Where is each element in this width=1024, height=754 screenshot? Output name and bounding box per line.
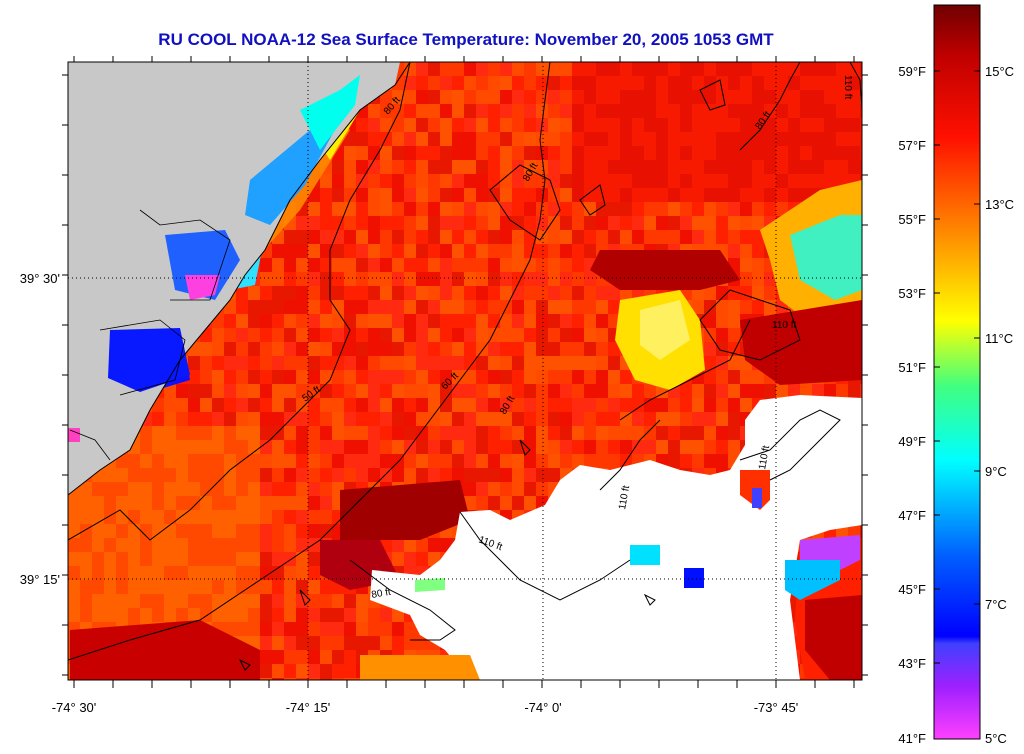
great-bay-water bbox=[165, 230, 240, 300]
bathymetry-contours bbox=[68, 62, 862, 671]
fahrenheit-label: 47°F bbox=[898, 508, 926, 523]
celsius-label: 7°C bbox=[985, 597, 1007, 612]
cloud-edge-blue bbox=[684, 568, 704, 588]
cloud-cover bbox=[370, 395, 862, 680]
longitude-label: -74° 15' bbox=[286, 700, 331, 715]
southeast-cool-strip bbox=[785, 560, 840, 600]
dark-red-south bbox=[340, 480, 470, 540]
map-plot-area bbox=[68, 62, 862, 680]
south-orange-edge bbox=[360, 655, 480, 680]
fahrenheit-scale: 59°F 57°F 55°F 53°F 51°F 49°F 47°F 45°F … bbox=[898, 64, 926, 746]
inlet-cold-spot bbox=[68, 428, 80, 442]
warm-yellow-core bbox=[640, 300, 690, 360]
fahrenheit-label: 51°F bbox=[898, 360, 926, 375]
southeast-dark-red bbox=[805, 595, 862, 680]
dark-red-southwest bbox=[70, 620, 260, 680]
marsh-outline bbox=[69, 209, 231, 461]
fahrenheit-label: 49°F bbox=[898, 434, 926, 449]
contour-label: 110 ft bbox=[842, 75, 853, 99]
map-frame bbox=[67, 61, 863, 681]
contour-label: 80 ft bbox=[371, 587, 392, 601]
contour-label: 110 ft bbox=[772, 320, 796, 331]
celsius-label: 5°C bbox=[985, 731, 1007, 746]
celsius-label: 11°C bbox=[985, 331, 1013, 346]
dark-red-band bbox=[590, 250, 740, 290]
longitude-label: -74° 0' bbox=[524, 700, 561, 715]
contour-label: 110 ft bbox=[617, 484, 632, 510]
celsius-scale: 15°C 13°C 11°C 9°C 7°C 5°C bbox=[985, 64, 1014, 746]
fahrenheit-label: 53°F bbox=[898, 286, 926, 301]
temperature-colorbar bbox=[933, 4, 981, 740]
map-title: RU COOL NOAA-12 Sea Surface Temperature:… bbox=[158, 30, 774, 49]
celsius-label: 15°C bbox=[985, 64, 1014, 79]
great-bay-cold-spot bbox=[185, 275, 220, 300]
fahrenheit-label: 41°F bbox=[898, 731, 926, 746]
fahrenheit-label: 55°F bbox=[898, 212, 926, 227]
cloud-edge-green bbox=[415, 578, 445, 592]
celsius-label: 9°C bbox=[985, 464, 1007, 479]
barnegat-water bbox=[300, 75, 360, 150]
celsius-label: 13°C bbox=[985, 197, 1014, 212]
longitude-label: -73° 45' bbox=[754, 700, 799, 715]
cloud-edge-cyan bbox=[630, 545, 660, 565]
east-cool-patch bbox=[790, 215, 862, 300]
back-bay-water bbox=[245, 120, 340, 225]
latitude-label: 39° 30' bbox=[20, 271, 60, 286]
latitude-label: 39° 15' bbox=[20, 572, 60, 587]
longitude-label: -74° 30' bbox=[52, 700, 97, 715]
fahrenheit-label: 43°F bbox=[898, 656, 926, 671]
cloud-gap-cold bbox=[752, 488, 762, 508]
fahrenheit-label: 45°F bbox=[898, 582, 926, 597]
contour-label: 110 ft bbox=[757, 444, 772, 470]
lower-bay-water bbox=[108, 328, 190, 392]
colorbar-ticks bbox=[934, 70, 980, 664]
coastline bbox=[68, 62, 411, 496]
fahrenheit-label: 57°F bbox=[898, 138, 926, 153]
graticule bbox=[68, 62, 862, 680]
axis-ticks bbox=[62, 56, 868, 688]
fahrenheit-label: 59°F bbox=[898, 64, 926, 79]
dark-red-east bbox=[740, 300, 862, 385]
